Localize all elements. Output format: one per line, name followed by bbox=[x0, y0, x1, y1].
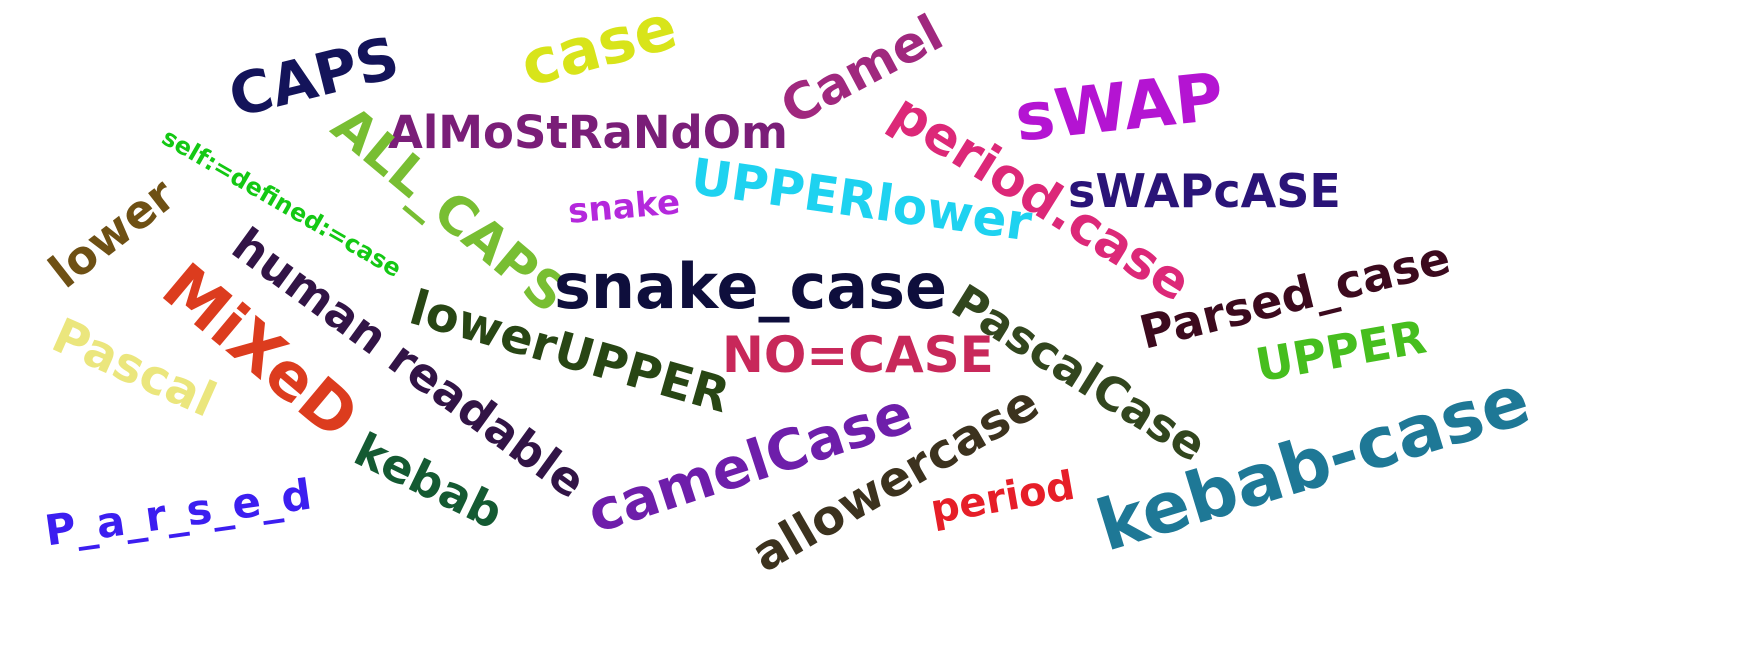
word-swap: sWAP bbox=[1011, 58, 1227, 157]
word-no-case: NO=CASE bbox=[722, 326, 994, 384]
word-snake: snake bbox=[566, 182, 682, 232]
word-case: case bbox=[513, 0, 685, 102]
word-snake-case: snake_case bbox=[554, 250, 948, 323]
word-lower: lower bbox=[38, 167, 186, 299]
word-parsed-underscored: P_a_r_s_e_d bbox=[41, 469, 315, 556]
word-swapcase: sWAPcASE bbox=[1068, 164, 1341, 218]
word-almostrandom: AlMoStRaNdOm bbox=[388, 106, 788, 159]
